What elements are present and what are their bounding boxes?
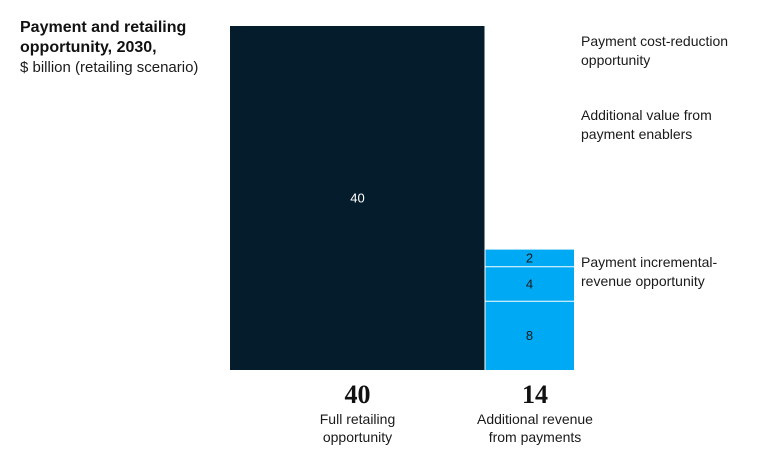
column-total-retailing: 40: [344, 380, 371, 409]
bar-segment-payments-1: [485, 266, 574, 302]
bar-segment-retailing-0: [230, 26, 485, 370]
chart-subtitle: $ billion (retailing scenario): [20, 59, 199, 76]
bar-segment-payments-0: [485, 249, 574, 267]
legend-label-incremental-revenue: Payment incremental- revenue opportunity: [581, 254, 718, 289]
chart-title: Payment and retailing opportunity, 2030,: [20, 19, 187, 56]
data-label-retailing-0: 40: [350, 191, 364, 206]
legend-label-cost-reduction: Payment cost-reduction opportunity: [581, 33, 729, 68]
column-label-payments: Additional revenue from payments: [477, 411, 593, 445]
bar-segment-payments-2: [485, 301, 574, 370]
legend-label-payment-enablers: Additional value from payment enablers: [581, 107, 712, 142]
column-label-retailing: Full retailing opportunity: [319, 411, 396, 445]
data-label-payments-0: 2: [526, 251, 533, 266]
data-label-payments-2: 8: [526, 328, 533, 343]
data-label-payments-1: 4: [526, 277, 533, 292]
column-total-payments: 14: [522, 380, 548, 409]
title-block: Payment and retailing opportunity, 2030,…: [20, 18, 230, 78]
